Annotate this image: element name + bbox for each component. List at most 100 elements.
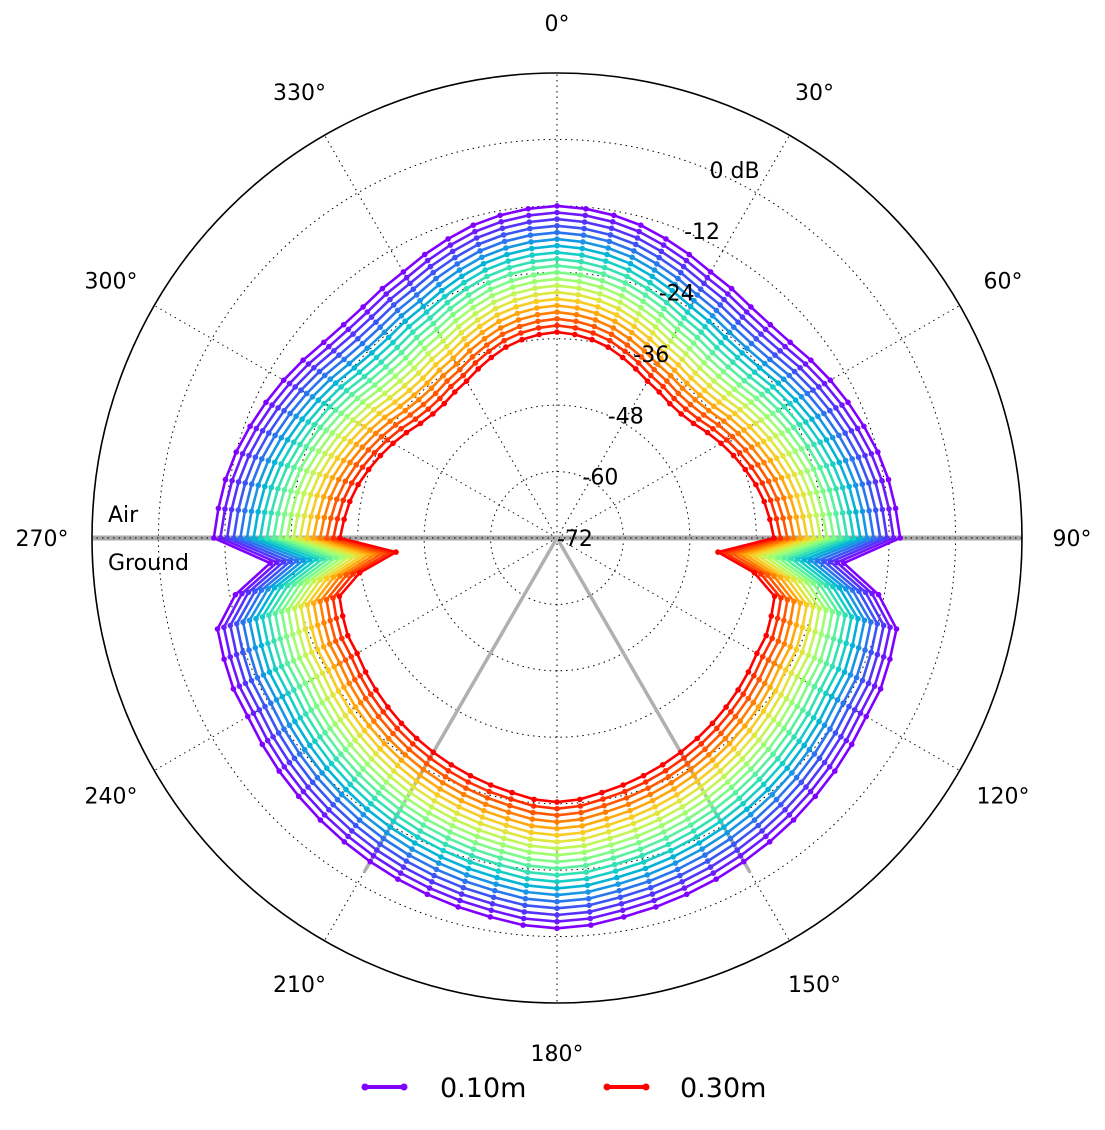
series-2-point-56 <box>235 479 242 485</box>
series-0-point-65 <box>379 285 386 292</box>
series-13-point-59 <box>341 436 348 442</box>
series-17-point-59 <box>365 447 372 453</box>
series-13-point-71 <box>532 292 539 298</box>
series-14 <box>304 296 810 839</box>
series-1-point-7 <box>725 291 731 297</box>
series-13-point-28 <box>735 751 741 757</box>
series-13-point-54 <box>297 535 303 541</box>
series-2-point-3 <box>634 235 641 241</box>
series-17-point-17 <box>780 515 786 521</box>
series-8-point-10 <box>746 373 753 380</box>
series-4-point-28 <box>773 796 780 803</box>
series-16-point-70 <box>515 317 522 323</box>
series-15-point-30 <box>691 772 697 779</box>
series-19-point-1 <box>572 331 578 338</box>
series-18-point-9 <box>683 406 689 413</box>
series-6-point-32 <box>670 854 676 860</box>
series-7-point-28 <box>760 781 767 788</box>
series-12-point-13 <box>772 433 779 439</box>
series-2-point-15 <box>862 452 868 459</box>
series-6-point-60 <box>315 397 322 404</box>
series-18-point-66 <box>460 372 467 379</box>
series-5-point-10 <box>762 360 768 367</box>
series-11-point-44 <box>364 761 371 767</box>
series-0-point-59 <box>263 399 269 406</box>
series-13-point-33 <box>630 820 637 827</box>
series-11-point-42 <box>403 795 410 802</box>
legend-marker-0-b <box>400 1083 408 1091</box>
series-7-point-45 <box>328 760 335 767</box>
series-7-point-1 <box>579 252 585 258</box>
series-8-point-68 <box>463 286 470 292</box>
series-9-point-52 <box>291 581 298 588</box>
series-1-point-29 <box>763 833 769 840</box>
series-19-point-30 <box>677 749 684 756</box>
series-0-point-24 <box>863 713 869 720</box>
series-8-point-26 <box>791 734 797 740</box>
series-0-point-39 <box>455 904 461 910</box>
series-11-point-4 <box>638 304 644 311</box>
series-12-point-4 <box>635 311 642 317</box>
series-11-point-14 <box>792 448 798 455</box>
series-3-point-42 <box>377 841 383 848</box>
series-8-point-60 <box>327 404 333 410</box>
series-13-point-0 <box>554 289 560 296</box>
series-0-point-46 <box>276 768 283 774</box>
series-12-point-41 <box>428 804 435 810</box>
series-2-point-57 <box>246 452 252 459</box>
series-11-point-50 <box>289 631 296 637</box>
series-13-point-55 <box>301 513 308 519</box>
series-18-point-2 <box>590 330 596 336</box>
series-4-point-9 <box>748 340 755 347</box>
series-9-point-27 <box>770 751 776 757</box>
series-14-point-71 <box>533 298 540 305</box>
series-12-point-2 <box>597 291 603 297</box>
series-14-point-2 <box>595 304 601 310</box>
series-3-point-55 <box>235 507 242 513</box>
series-18-point-56 <box>340 497 347 504</box>
series-16-point-32 <box>647 791 654 798</box>
series-1-point-18 <box>890 535 897 541</box>
series-13-point-49 <box>308 649 315 656</box>
series-19-point-20 <box>751 570 758 576</box>
series-10-point-63 <box>387 368 394 375</box>
series-3-point-24 <box>846 703 852 710</box>
radial-tick-label-0: -72 <box>557 527 593 552</box>
series-13-point-61 <box>371 406 377 413</box>
series-11-point-9 <box>715 373 722 380</box>
series-3-point-14 <box>842 430 848 436</box>
series-18-point-46 <box>368 691 374 697</box>
series-19-point-0 <box>554 329 560 335</box>
series-18-point-30 <box>681 755 687 761</box>
series-3-point-11 <box>791 368 798 375</box>
series-2-point-49 <box>242 680 249 687</box>
series-14-point-33 <box>629 814 635 820</box>
series-13-point-64 <box>415 370 422 376</box>
series-14-point-65 <box>432 362 439 368</box>
series-13-point-46 <box>342 712 349 719</box>
series-13-point-31 <box>676 798 683 804</box>
series-16-point-21 <box>791 598 797 605</box>
series-2 <box>224 216 890 918</box>
series-7-point-40 <box>440 847 447 854</box>
series-18-point-31 <box>662 768 669 774</box>
series-2-point-17 <box>879 506 886 513</box>
series-4-point-11 <box>786 372 792 379</box>
series-19-point-55 <box>341 516 347 523</box>
series-18-point-18 <box>777 535 784 541</box>
series-4-point-34 <box>616 887 622 894</box>
series-8-point-14 <box>811 441 817 448</box>
series-5-point-36 <box>554 892 560 898</box>
series-1-point-22 <box>880 654 887 660</box>
series-15-point-66 <box>450 355 457 362</box>
series-group <box>211 203 903 932</box>
series-15-point-31 <box>671 786 677 792</box>
series-3-point-70 <box>500 232 507 238</box>
series-12-point-34 <box>607 835 613 842</box>
series-14-point-3 <box>613 312 620 318</box>
series-9-point-57 <box>291 464 297 471</box>
series-9-point-24 <box>811 683 818 690</box>
series-0-point-53 <box>267 560 274 566</box>
series-13-point-6 <box>664 343 671 350</box>
series-16-point-29 <box>706 752 712 758</box>
